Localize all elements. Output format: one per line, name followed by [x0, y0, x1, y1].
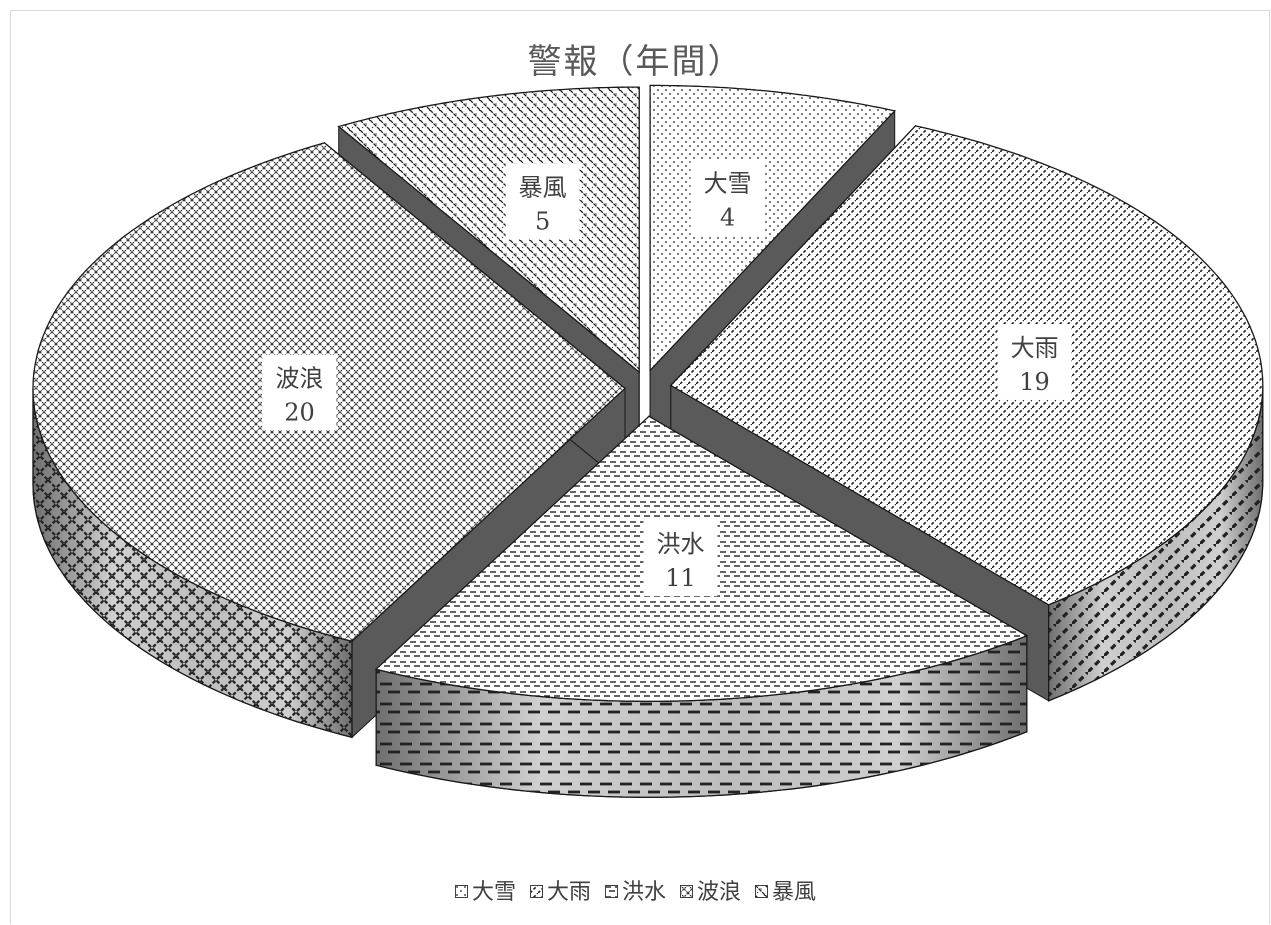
data-label-value: 20: [284, 399, 315, 427]
data-label-value: 4: [720, 204, 735, 232]
pie-slice-5: [337, 86, 640, 374]
legend-item: 洪水: [604, 874, 666, 906]
legend-item: 波浪: [680, 874, 741, 906]
legend-label: 大雪: [471, 880, 516, 905]
data-label-category: 洪水: [657, 530, 705, 558]
legend-swatch: [680, 884, 693, 898]
data-label-box: [643, 520, 718, 597]
data-label-category: 大雪: [704, 170, 752, 198]
data-label-value: 5: [535, 208, 550, 236]
legend-label: 暴風: [772, 880, 817, 905]
pie-slice-2: [669, 125, 1264, 606]
legend-swatch: [529, 884, 543, 898]
chart-legend: 大雪 大雨 洪水 波浪 暴風: [0, 874, 1271, 906]
data-labels: 大雪 4 大雨 19 洪水 11 波浪 20 暴風 5: [262, 159, 1072, 597]
legend-item: 大雨: [529, 874, 591, 906]
data-label-box: [262, 354, 337, 431]
legend-label: 波浪: [697, 880, 742, 905]
legend-swatch: [604, 884, 618, 898]
legend-label: 洪水: [621, 880, 666, 905]
legend-item: 暴風: [755, 874, 816, 906]
legend-swatch: [454, 884, 468, 898]
data-label-box: [690, 159, 765, 236]
pie-slice-1: [649, 84, 896, 373]
legend-label: 大雨: [546, 880, 591, 905]
legend-item: 大雪: [454, 874, 516, 906]
legend-swatch: [755, 884, 769, 898]
chart-title: 警報（年間）: [527, 42, 744, 82]
data-label-category: 波浪: [276, 365, 324, 393]
data-label-category: 暴風: [519, 174, 567, 202]
data-label-box: [505, 163, 580, 240]
data-label-value: 19: [1019, 368, 1050, 396]
data-label-category: 大雨: [1011, 334, 1059, 362]
data-label-box: [997, 323, 1072, 400]
data-label-value: 11: [665, 564, 696, 592]
